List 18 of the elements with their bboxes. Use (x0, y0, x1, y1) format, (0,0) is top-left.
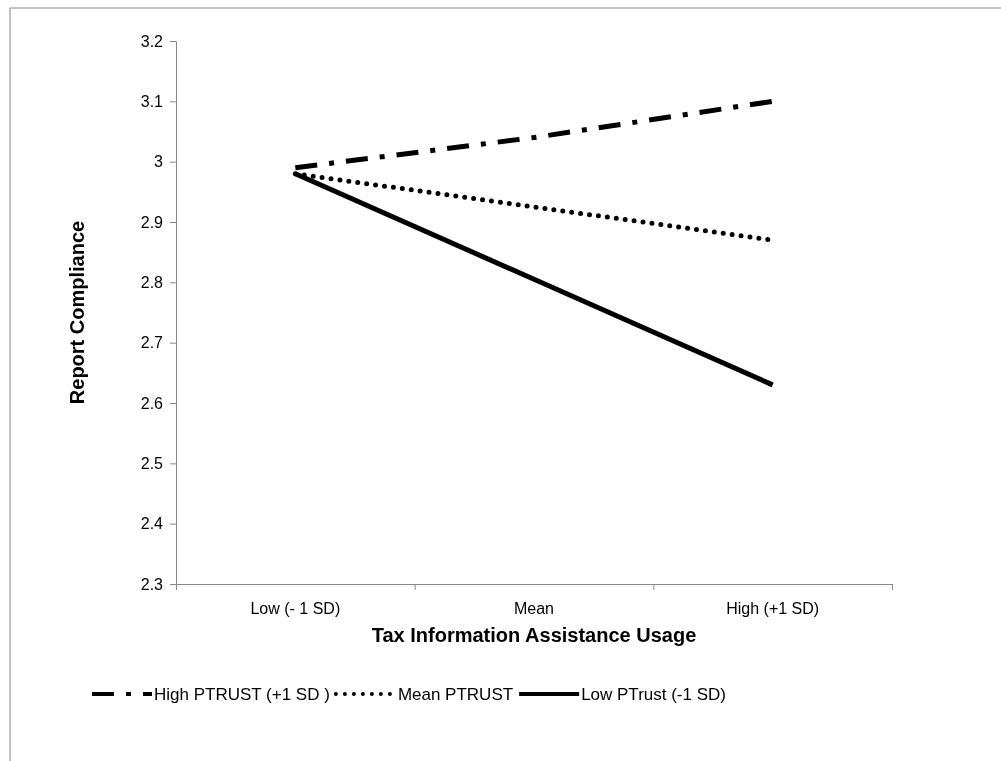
y-tick-label: 2.6 (140, 394, 164, 412)
legend-label: Mean PTRUST (397, 685, 514, 704)
x-axis-title: Tax Information Assistance Usage (371, 624, 697, 646)
y-tick-label: 3 (154, 153, 164, 171)
y-tick-label: 2.8 (140, 273, 164, 291)
y-axis-title: Report Compliance (66, 220, 88, 405)
legend-label: Low PTrust (-1 SD) (581, 685, 726, 704)
x-tick-label: Low (- 1 SD) (250, 600, 341, 617)
legend-label: High PTRUST (+1 SD ) (154, 685, 330, 704)
x-tick-label: High (+1 SD) (726, 600, 820, 617)
y-tick-label: 2.3 (140, 575, 164, 593)
x-tick-label: Mean (513, 600, 555, 617)
y-tick-label: 3.1 (140, 92, 164, 110)
y-tick-label: 3.2 (140, 32, 164, 50)
y-tick-label: 2.5 (140, 454, 164, 472)
y-tick-label: 2.7 (140, 334, 164, 352)
y-tick-label: 2.4 (140, 515, 164, 533)
y-tick-label: 2.9 (140, 213, 164, 231)
